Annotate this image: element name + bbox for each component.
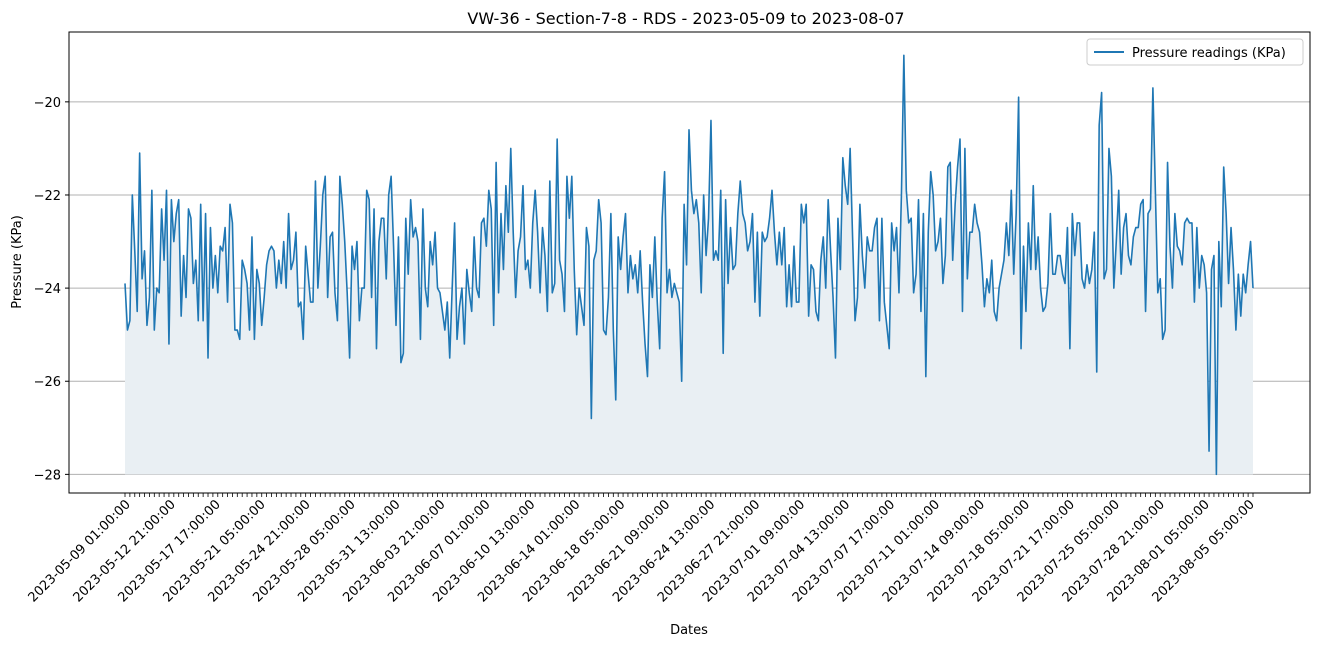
legend-box — [1086, 38, 1304, 66]
data-line — [124, 54, 1254, 476]
plot-frame — [68, 31, 1311, 494]
area-fill — [125, 55, 1253, 475]
legend-label: Pressure readings (KPa) — [1132, 46, 1286, 61]
chart-title: VW-36 - Section-7-8 - RDS - 2023-05-09 t… — [467, 9, 904, 28]
y-tick-label: −22 — [34, 189, 61, 204]
y-axis-label: Pressure (KPa) — [10, 215, 25, 309]
legend: Pressure readings (KPa) — [1086, 38, 1304, 66]
area-fill-path — [125, 55, 1253, 475]
y-tick-label: −24 — [34, 282, 61, 297]
y-tick-label: −20 — [34, 96, 61, 111]
y-tick-label: −26 — [34, 375, 61, 390]
y-axis-ticks: −28 −26 −24 −22 −20 — [34, 96, 69, 483]
y-tick-label: −28 — [34, 468, 61, 483]
series-line-pressure — [124, 54, 1254, 476]
x-axis-label: Dates — [670, 623, 708, 638]
